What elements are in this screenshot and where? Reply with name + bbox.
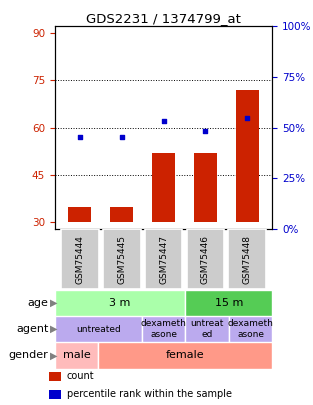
Bar bbox=[49, 372, 61, 381]
Text: dexameth
asone: dexameth asone bbox=[141, 320, 187, 339]
Bar bbox=[185, 290, 272, 316]
Point bbox=[203, 128, 208, 134]
Point bbox=[161, 118, 166, 124]
Text: 3 m: 3 m bbox=[109, 298, 131, 308]
Text: dexameth
asone: dexameth asone bbox=[228, 320, 274, 339]
Bar bbox=[55, 316, 142, 342]
Text: GSM75447: GSM75447 bbox=[159, 235, 168, 284]
Bar bbox=[110, 207, 133, 222]
Point bbox=[119, 134, 124, 140]
Bar bbox=[142, 316, 185, 342]
Text: ▶: ▶ bbox=[50, 298, 58, 308]
Bar bbox=[55, 342, 98, 369]
Text: untreat
ed: untreat ed bbox=[190, 320, 224, 339]
Bar bbox=[187, 229, 224, 289]
Text: GSM75446: GSM75446 bbox=[201, 235, 210, 284]
Title: GDS2231 / 1374799_at: GDS2231 / 1374799_at bbox=[86, 12, 241, 25]
Text: untreated: untreated bbox=[76, 324, 121, 334]
Text: ▶: ▶ bbox=[50, 350, 58, 360]
Bar bbox=[228, 229, 266, 289]
Text: GSM75444: GSM75444 bbox=[75, 235, 85, 284]
Text: agent: agent bbox=[16, 324, 49, 334]
Bar bbox=[145, 229, 182, 289]
Text: male: male bbox=[63, 350, 90, 360]
Text: GSM75445: GSM75445 bbox=[117, 235, 126, 284]
Bar bbox=[61, 229, 99, 289]
Bar bbox=[185, 316, 229, 342]
Text: 15 m: 15 m bbox=[215, 298, 243, 308]
Bar bbox=[194, 153, 217, 222]
Text: female: female bbox=[166, 350, 205, 360]
Text: gender: gender bbox=[9, 350, 49, 360]
Text: GSM75448: GSM75448 bbox=[243, 235, 252, 284]
Bar bbox=[55, 290, 185, 316]
Bar bbox=[236, 90, 259, 222]
Point bbox=[245, 115, 250, 122]
Text: count: count bbox=[67, 371, 95, 382]
Bar bbox=[49, 390, 61, 399]
Bar bbox=[152, 153, 175, 222]
Text: ▶: ▶ bbox=[50, 324, 58, 334]
Bar bbox=[229, 316, 272, 342]
Text: percentile rank within the sample: percentile rank within the sample bbox=[67, 389, 232, 399]
Bar bbox=[68, 207, 91, 222]
Point bbox=[77, 134, 82, 140]
Bar bbox=[98, 342, 272, 369]
Bar bbox=[103, 229, 141, 289]
Text: age: age bbox=[28, 298, 49, 308]
